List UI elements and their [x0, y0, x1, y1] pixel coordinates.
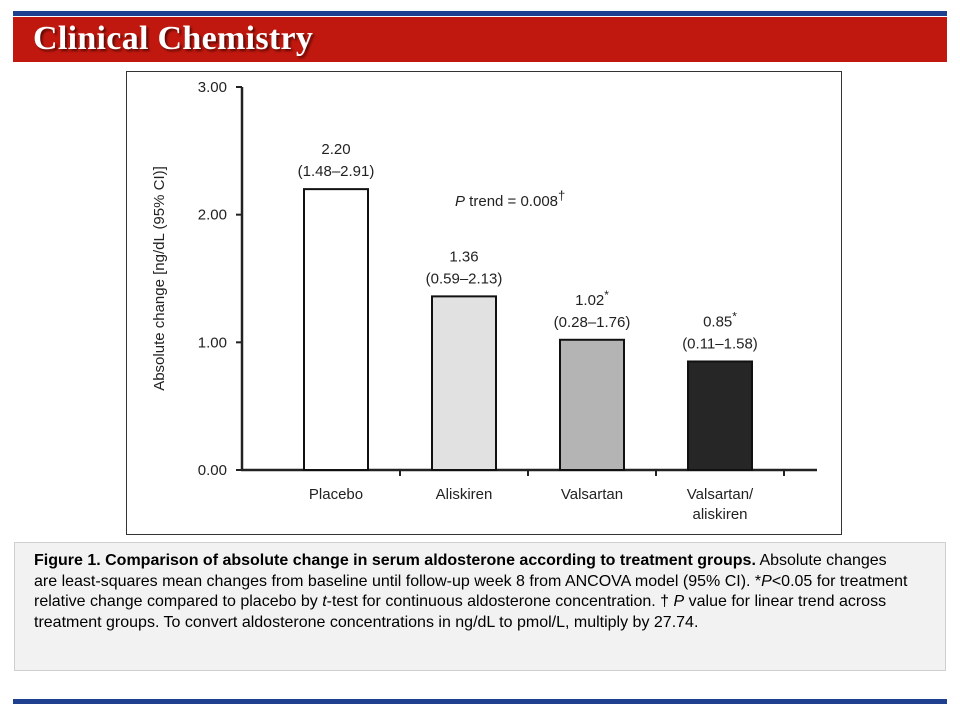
value-label: 1.02* [575, 288, 609, 309]
figure-caption: Figure 1. Comparison of absolute change … [34, 551, 914, 633]
x-tick-label: aliskiren [692, 506, 747, 523]
ci-label: (1.48–2.91) [298, 163, 375, 180]
y-tick-label: 2.00 [198, 207, 227, 224]
y-tick-label: 1.00 [198, 334, 227, 351]
caption-p-1: P [761, 572, 772, 590]
bar [431, 295, 497, 471]
ci-label: (0.11–1.58) [682, 335, 758, 352]
y-tick-label: 0.00 [198, 462, 227, 479]
x-tick-label: Aliskiren [436, 486, 493, 503]
ci-label: (0.59–2.13) [426, 270, 503, 287]
caption-text-3: -test for continuous aldosterone concent… [326, 593, 674, 610]
caption-text-1: Absolute changes are least-squares mean … [34, 552, 887, 590]
x-tick-label: Valsartan/ [687, 486, 754, 503]
caption-title: Figure 1. Comparison of absolute change … [34, 552, 756, 569]
caption-text-4: value for linear trend across treatment … [34, 593, 887, 631]
caption-t: t [322, 593, 327, 610]
value-label: 2.20 [321, 141, 350, 158]
bar [303, 188, 369, 471]
caption-box: Figure 1. Comparison of absolute change … [14, 542, 946, 671]
caption-text-2: <0.05 for treatment relative change comp… [34, 572, 908, 611]
p-trend-annotation: P trend = 0.008† [455, 188, 565, 210]
journal-title: Clinical Chemistry [33, 20, 314, 57]
x-tick-label: Placebo [309, 486, 363, 503]
bar-chart: 0.00 1.00 2.00 3.00 Absolute change [ng/dL (… [151, 79, 817, 523]
figure-panel: 0.00 1.00 2.00 3.00 Absolute change [ng/dL (… [126, 71, 842, 535]
bottom-rule [13, 699, 947, 704]
caption-p-2: P [673, 593, 685, 610]
value-label: 1.36 [449, 248, 478, 265]
top-rule [13, 11, 947, 16]
y-axis-label: Absolute change [ng/dL (95% CI)] [151, 166, 168, 391]
x-tick-label: Valsartan [561, 486, 623, 503]
value-label: 0.85* [703, 309, 737, 330]
bar [559, 338, 625, 471]
ci-label: (0.28–1.76) [554, 314, 631, 331]
y-tick-label: 3.00 [198, 79, 227, 96]
journal-banner: Clinical Chemistry [13, 17, 947, 62]
bar [687, 360, 753, 472]
